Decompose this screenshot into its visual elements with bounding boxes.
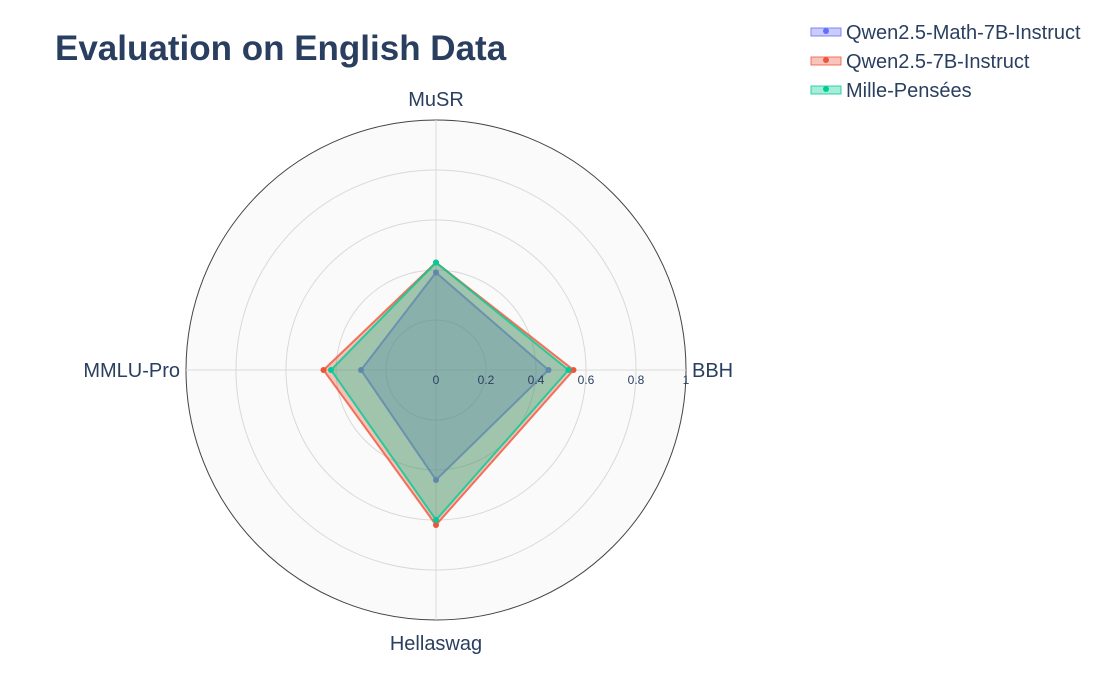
legend-label: Mille-Pensées — [846, 80, 972, 102]
axis-label: BBH — [692, 360, 733, 382]
radial-tick-label: 0 — [433, 373, 440, 387]
radial-tick-label: 0.8 — [628, 373, 645, 387]
data-point[interactable] — [545, 367, 552, 373]
radial-tick-label: 0.4 — [528, 373, 545, 387]
data-point[interactable] — [433, 517, 439, 523]
data-point[interactable] — [358, 367, 364, 373]
legend-label: Qwen2.5-7B-Instruct — [846, 51, 1030, 73]
data-point[interactable] — [565, 367, 572, 373]
legend-marker — [823, 57, 829, 63]
legend-marker — [823, 86, 829, 92]
legend-label: Qwen2.5-Math-7B-Instruct — [846, 22, 1081, 44]
legend[interactable]: Qwen2.5-Math-7B-Instruct Qwen2.5-7B-Instr… — [810, 22, 1081, 102]
series-2 — [328, 259, 572, 523]
chart-title: Evaluation on English Data — [55, 29, 507, 68]
axis-label: MMLU-Pro — [83, 360, 180, 382]
series-0 — [358, 269, 552, 483]
legend-item[interactable]: Qwen2.5-7B-Instruct — [810, 51, 1030, 73]
data-point[interactable] — [433, 477, 439, 483]
data-point[interactable] — [433, 259, 439, 266]
data-point[interactable] — [328, 367, 334, 373]
legend-marker — [823, 28, 829, 34]
legend-item[interactable]: Mille-Pensées — [810, 80, 972, 102]
angular-axis-labels: MuSR BBH Hellaswag MMLU-Pro — [83, 89, 733, 655]
radial-tick-label: 0.2 — [478, 373, 495, 387]
radial-tick-label: 1 — [683, 373, 690, 387]
data-point[interactable] — [433, 269, 439, 276]
data-point[interactable] — [320, 367, 327, 373]
radial-tick-labels: 0 0.2 0.4 0.6 0.8 1 — [433, 373, 690, 387]
axis-label: Hellaswag — [390, 633, 482, 655]
data-point[interactable] — [570, 367, 577, 373]
data-point[interactable] — [433, 522, 439, 528]
axis-label: MuSR — [408, 89, 464, 111]
legend-item[interactable]: Qwen2.5-Math-7B-Instruct — [810, 22, 1081, 44]
radial-tick-label: 0.6 — [578, 373, 595, 387]
series-layer — [320, 259, 577, 528]
